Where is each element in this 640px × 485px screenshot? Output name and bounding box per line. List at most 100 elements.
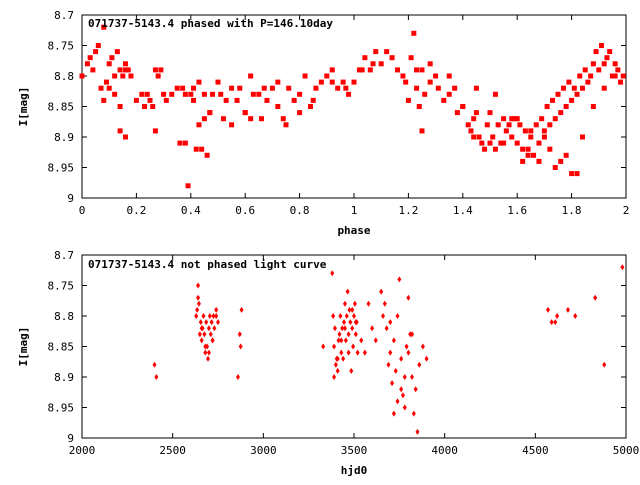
data-point	[547, 122, 553, 128]
x-tick-label: 3500	[341, 444, 368, 457]
data-point	[476, 134, 482, 140]
data-point	[399, 355, 404, 362]
data-point	[346, 349, 351, 356]
data-point	[106, 85, 112, 91]
data-point	[79, 73, 85, 79]
data-point	[411, 410, 416, 417]
x-tick-label: 0.4	[181, 204, 201, 217]
data-point	[196, 122, 202, 128]
data-point	[123, 61, 129, 67]
data-point	[174, 85, 180, 91]
data-point	[471, 116, 477, 122]
plot-frame	[81, 14, 627, 199]
data-point	[373, 337, 378, 344]
data-point	[346, 331, 351, 338]
x-tick-label: 2000	[69, 444, 96, 457]
data-point	[201, 91, 207, 97]
data-point	[280, 116, 286, 122]
data-point	[158, 67, 164, 73]
data-point	[601, 85, 607, 91]
data-point	[405, 97, 411, 103]
data-point	[214, 306, 219, 313]
data-point	[340, 79, 346, 85]
data-point	[593, 294, 598, 301]
data-point	[223, 97, 229, 103]
data-point	[452, 85, 458, 91]
data-point	[386, 361, 391, 368]
data-point	[579, 134, 585, 140]
data-point	[195, 306, 200, 313]
data-point	[582, 67, 588, 73]
data-point	[362, 55, 368, 61]
data-point	[620, 264, 625, 271]
data-point	[332, 343, 337, 350]
data-point	[210, 91, 216, 97]
y-tick-label: 8.8	[54, 310, 74, 323]
data-point	[528, 134, 534, 140]
data-point	[427, 61, 433, 67]
data-point	[565, 306, 570, 313]
data-point	[307, 104, 313, 109]
data-point	[218, 91, 224, 97]
data-point	[454, 110, 460, 116]
y-tick-label: 8.75	[48, 40, 75, 53]
data-point	[473, 85, 479, 91]
x-tick-label: 1	[351, 204, 358, 217]
data-point	[350, 325, 355, 332]
data-point	[286, 85, 292, 91]
data-point	[520, 158, 526, 164]
data-point	[117, 128, 123, 134]
data-point	[509, 116, 515, 122]
data-point	[324, 73, 330, 79]
data-point	[154, 374, 159, 380]
data-point	[333, 361, 338, 368]
data-point	[330, 270, 335, 277]
data-point	[563, 104, 569, 109]
data-point	[435, 85, 441, 91]
data-point	[370, 61, 376, 67]
data-point	[191, 97, 197, 103]
data-point	[297, 91, 303, 97]
data-point	[501, 140, 507, 146]
data-point	[574, 91, 580, 97]
data-point	[585, 79, 591, 85]
data-point	[471, 134, 477, 140]
data-point	[196, 79, 202, 85]
data-point	[590, 104, 596, 109]
data-point	[155, 73, 161, 79]
data-point	[355, 349, 360, 356]
data-point	[359, 67, 365, 73]
data-point	[237, 331, 242, 338]
chart-title: 071737-5143.4 not phased light curve	[88, 258, 327, 271]
data-point	[339, 349, 344, 356]
x-tick-label: 4500	[522, 444, 549, 457]
data-point	[501, 116, 507, 122]
data-point	[343, 337, 348, 344]
data-point	[142, 104, 148, 109]
data-point	[332, 374, 337, 380]
data-point	[395, 67, 401, 73]
data-point	[571, 85, 577, 91]
x-tick-label: 4000	[431, 444, 458, 457]
data-point	[395, 313, 400, 319]
data-point	[275, 79, 281, 85]
data-point	[235, 374, 240, 380]
data-point	[259, 116, 265, 122]
data-point	[615, 67, 621, 73]
y-tick-label: 8.9	[54, 371, 74, 384]
data-point	[441, 97, 447, 103]
data-point	[460, 104, 466, 109]
y-tick-label: 8.7	[54, 9, 74, 22]
data-point	[609, 73, 615, 79]
data-point	[399, 386, 404, 393]
data-point	[216, 319, 220, 326]
data-point	[321, 343, 326, 350]
data-point	[397, 276, 402, 283]
data-point	[391, 410, 396, 417]
data-point	[388, 319, 393, 326]
data-point	[237, 85, 243, 91]
data-point	[514, 116, 520, 122]
data-point	[347, 306, 352, 313]
data-point	[112, 73, 118, 79]
